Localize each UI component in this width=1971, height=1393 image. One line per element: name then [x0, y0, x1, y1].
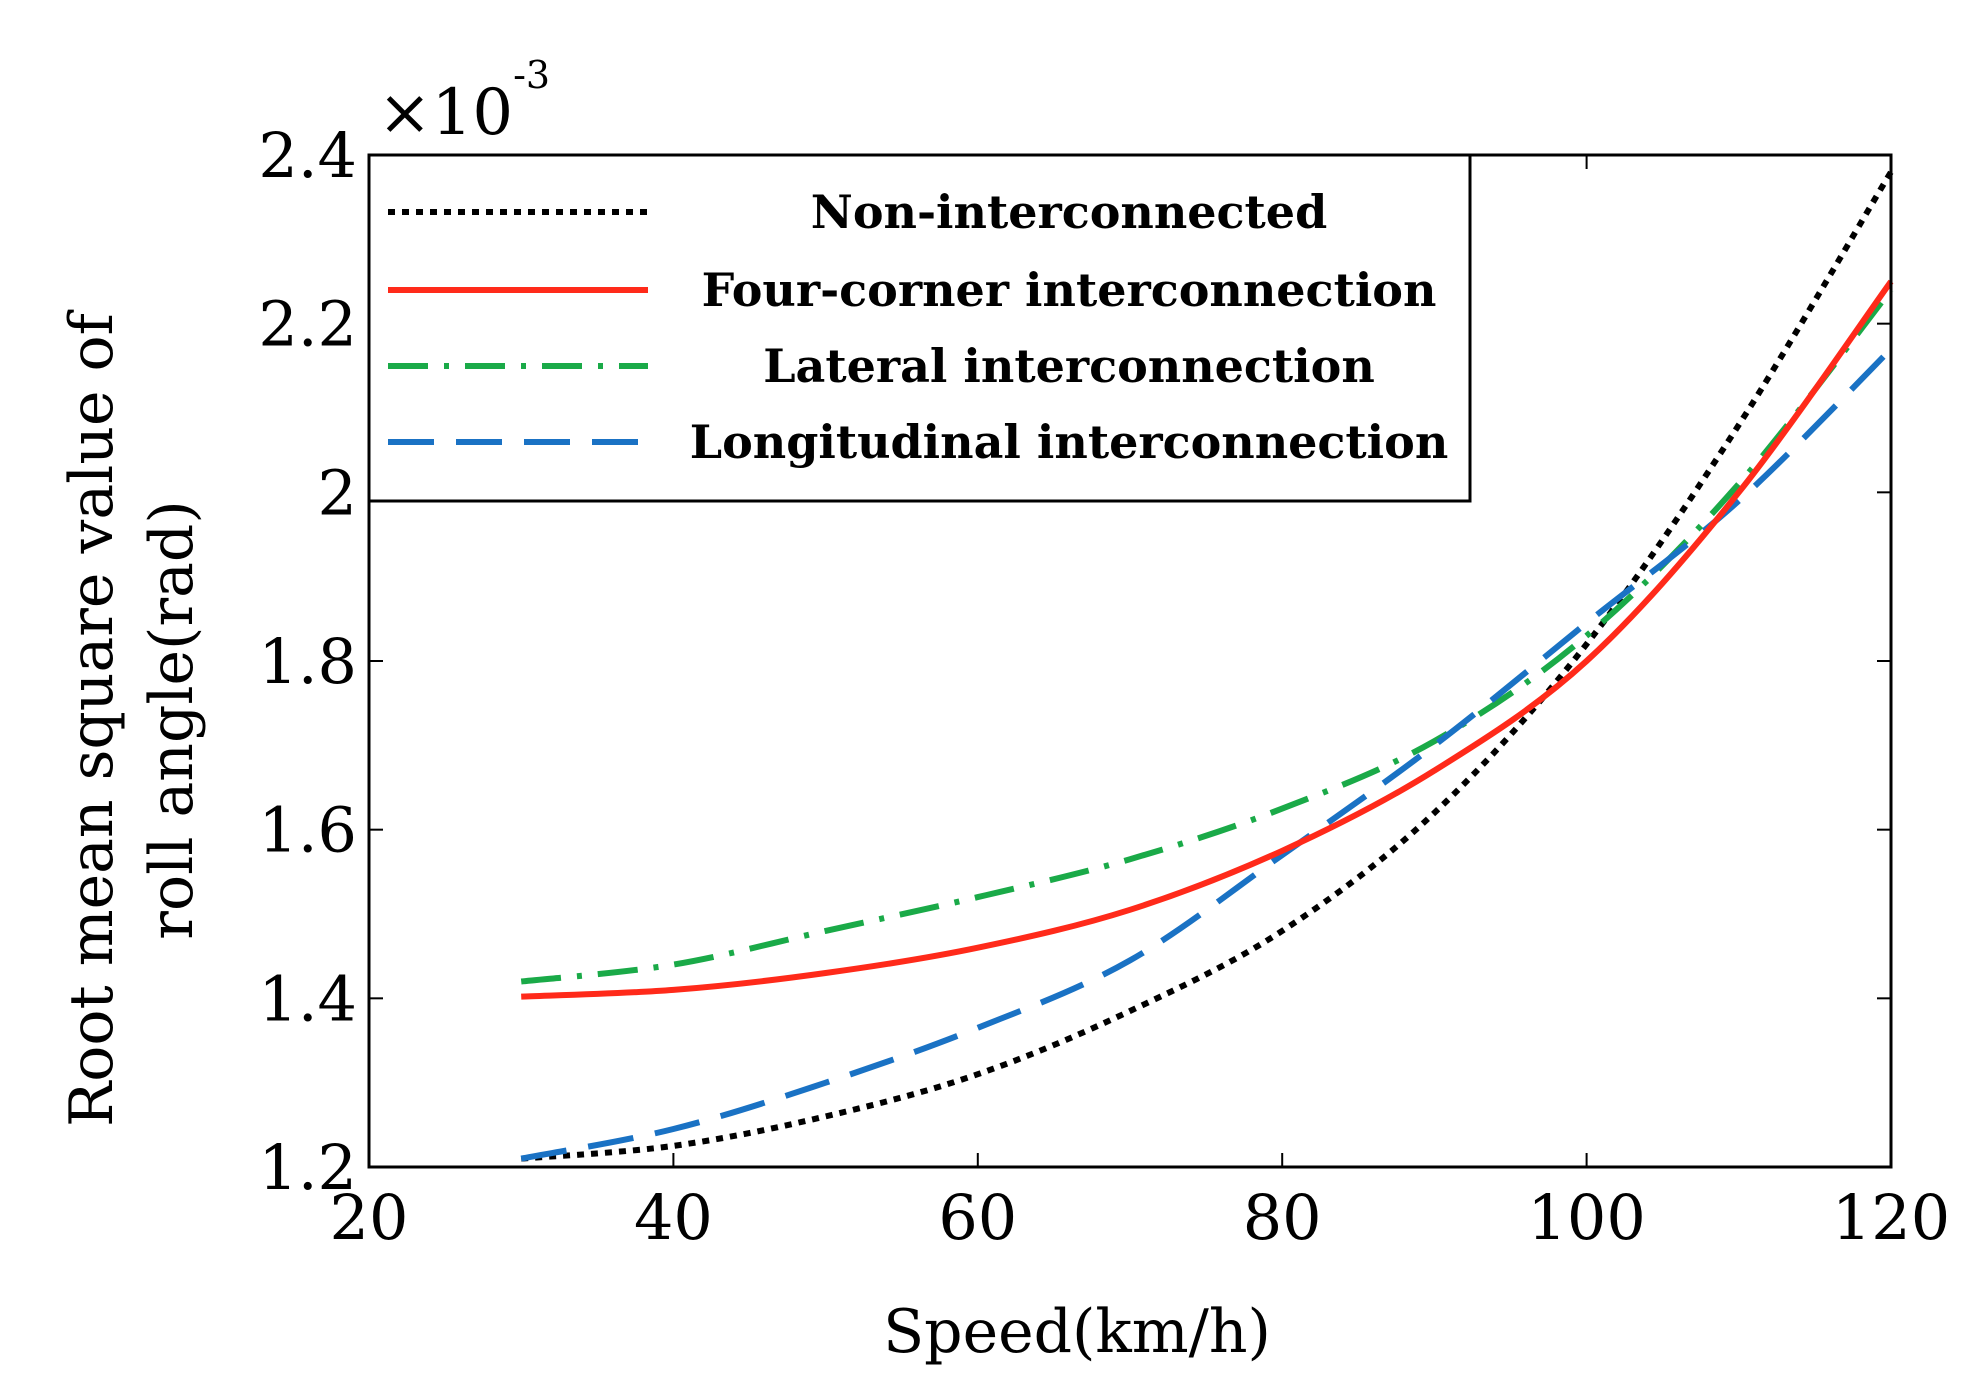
- y-tick-label: 1.8: [258, 625, 357, 698]
- x-axis-ticks: 20 40 60 80 100 120: [330, 155, 1950, 1254]
- series-line-four-corner-interconnection: [521, 279, 1894, 1000]
- y-tick-label: 2: [318, 456, 357, 529]
- series-line-non-interconnected: [520, 170, 1894, 1162]
- x-tick-label: 100: [1527, 1181, 1645, 1254]
- y-axis-title-line-1: Root mean square value of: [57, 309, 127, 1127]
- x-tick-label: 60: [938, 1181, 1017, 1254]
- legend-label: Non-interconnected: [811, 185, 1327, 239]
- y-tick-label: 1.4: [258, 962, 357, 1035]
- legend: Non-interconnected Four-corner interconne…: [367, 153, 1472, 503]
- series-line-lateral-interconnection: [520, 288, 1894, 985]
- y-axis-title-line-2: roll angle(rad): [137, 500, 207, 939]
- y-multiplier-base: ×10: [378, 76, 513, 150]
- y-tick-label: 1.6: [258, 794, 357, 867]
- y-tick-label: 2.4: [258, 119, 357, 192]
- y-multiplier: ×10-3: [378, 53, 550, 150]
- legend-label: Four-corner interconnection: [702, 263, 1437, 317]
- x-tick-label: 80: [1243, 1181, 1322, 1254]
- y-tick-label: 2.2: [258, 288, 357, 361]
- y-multiplier-exponent: -3: [513, 53, 550, 97]
- x-axis-title: Speed(km/h): [883, 1297, 1271, 1367]
- series-line-longitudinal-interconnection: [520, 346, 1894, 1162]
- x-tick-label: 120: [1832, 1181, 1950, 1254]
- legend-label: Lateral interconnection: [763, 339, 1375, 393]
- x-tick-label: 20: [330, 1181, 409, 1254]
- y-axis-ticks: 1.2 1.4 1.6 1.8 2 2.2 2.4: [258, 119, 1891, 1204]
- y-tick-label: 1.2: [258, 1131, 357, 1204]
- legend-label: Longitudinal interconnection: [690, 415, 1449, 469]
- x-tick-label: 40: [634, 1181, 713, 1254]
- plot-marks: [520, 170, 1894, 1162]
